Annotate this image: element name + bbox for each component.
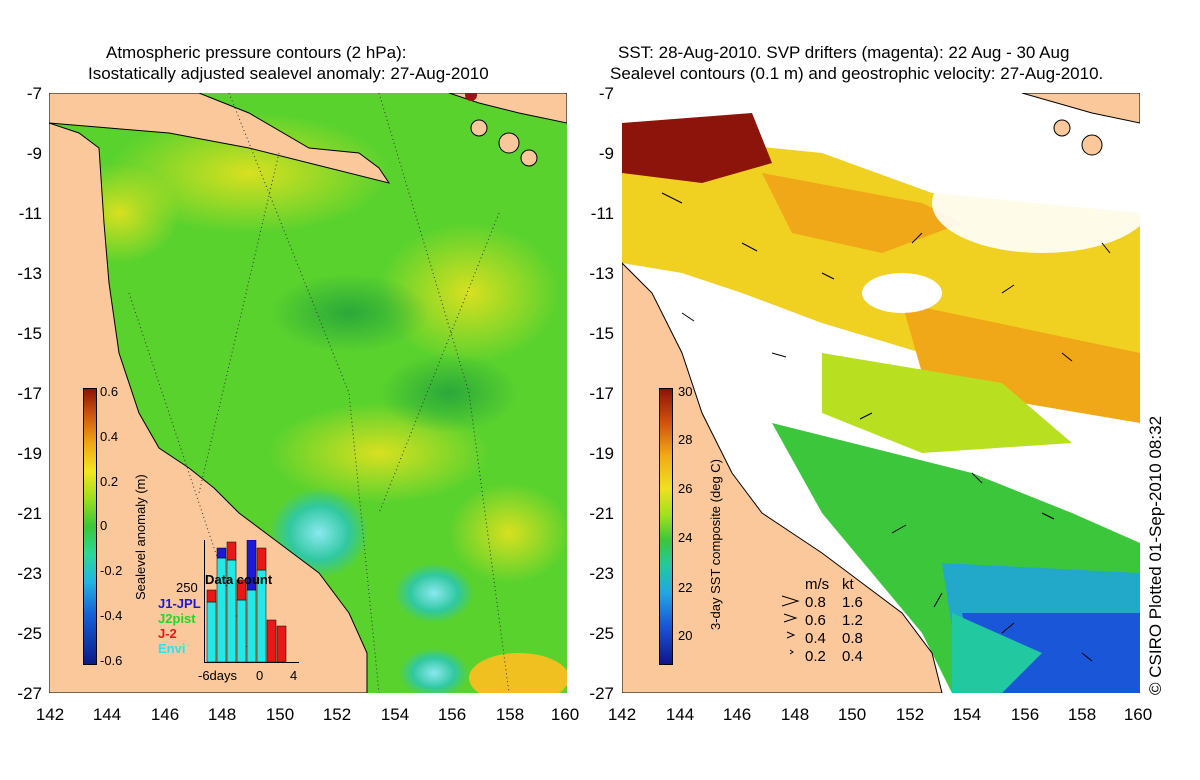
- left-y-tick: -7: [26, 84, 42, 103]
- right-y-tick: -17: [589, 384, 614, 403]
- left-y-tick: -11: [18, 204, 42, 223]
- right-x-tick: 144: [665, 705, 695, 724]
- left-title-line1: Atmospheric pressure contours (2 hPa):: [106, 43, 407, 62]
- sealevel-cbar-label: Sealevel anomaly (m): [133, 474, 148, 600]
- left-x-tick: 148: [207, 705, 237, 724]
- sealevel-cbar-tick: -0.2: [100, 563, 123, 578]
- left-y-tick: -15: [17, 324, 42, 343]
- left-x-tick: 152: [322, 705, 352, 724]
- right-x-tick: 154: [952, 705, 982, 724]
- sealevel-cbar-tick: -0.4: [100, 608, 123, 623]
- inset-title: Data count: [205, 572, 273, 587]
- copyright-label: © CSIRO Plotted 01-Sep-2010 08:32: [1146, 415, 1165, 695]
- sst-map: [622, 93, 1140, 693]
- right-y-tick: -23: [589, 564, 614, 583]
- left-x-tick: 142: [35, 705, 65, 724]
- left-y-tick: -27: [17, 684, 42, 703]
- left-x-tick: 160: [550, 705, 580, 724]
- right-y-tick: -15: [589, 324, 614, 343]
- sst-cbar-tick: 30: [678, 384, 693, 399]
- left-y-tick: -25: [17, 624, 42, 643]
- right-x-tick: 146: [722, 705, 752, 724]
- velocity-kt: 1.2: [842, 612, 863, 629]
- inset-x-label: 0: [256, 668, 264, 683]
- right-y-tick: -19: [589, 444, 614, 463]
- velocity-arrows-legend: [781, 595, 800, 655]
- right-y-tick: -27: [589, 684, 614, 703]
- velocity-header-kt: kt: [842, 576, 854, 593]
- right-title-line1: SST: 28-Aug-2010. SVP drifters (magenta)…: [618, 43, 1070, 62]
- right-y-tick: -13: [589, 264, 614, 283]
- inset-x-label: 4: [290, 668, 298, 683]
- right-x-tick: 150: [837, 705, 867, 724]
- left-x-tick: 150: [265, 705, 295, 724]
- right-x-tick: 152: [895, 705, 925, 724]
- right-x-tick: 156: [1010, 705, 1040, 724]
- left-y-tick: -21: [17, 504, 42, 523]
- left-y-tick: -9: [26, 144, 42, 163]
- right-y-tick: -7: [598, 84, 614, 103]
- sealevel-cbar-tick: 0.4: [100, 429, 119, 444]
- velocity-kt: 0.4: [842, 648, 863, 665]
- sealevel-cbar-tick: 0.2: [100, 474, 119, 489]
- sst-cbar-tick: 20: [678, 628, 693, 643]
- left-y-tick: -13: [17, 264, 42, 283]
- velocity-ms: 0.8: [805, 594, 826, 611]
- data-count-inset: [204, 539, 299, 663]
- sst-cbar-label: 3-day SST composite (deg C): [708, 459, 723, 630]
- left-x-tick: 146: [150, 705, 180, 724]
- velocity-ms: 0.6: [805, 612, 826, 629]
- velocity-header-ms: m/s: [805, 576, 830, 593]
- velocity-kt: 1.6: [842, 594, 863, 611]
- left-x-tick: 154: [380, 705, 410, 724]
- sst-cbar-tick: 26: [678, 481, 693, 496]
- right-y-tick: -21: [589, 504, 614, 523]
- right-title-line2: Sealevel contours (0.1 m) and geostrophi…: [610, 64, 1104, 83]
- left-y-tick: -23: [17, 564, 42, 583]
- sealevel-cbar-tick: -0.6: [100, 653, 123, 668]
- right-y-tick: -25: [589, 624, 614, 643]
- legend-envi: Envi: [158, 641, 186, 656]
- right-x-tick: 158: [1067, 705, 1097, 724]
- sealevel-cbar-tick: 0: [100, 518, 108, 533]
- left-x-tick: 156: [437, 705, 467, 724]
- velocity-ms: 0.4: [805, 630, 826, 647]
- inset-count: 250: [176, 580, 198, 595]
- sealevel-colorbar: [83, 388, 97, 665]
- right-y-tick: -11: [590, 204, 614, 223]
- legend-j1: J1-JPL: [158, 596, 201, 611]
- legend-j2pist: J2pist: [158, 611, 196, 626]
- left-x-tick: 158: [495, 705, 525, 724]
- right-x-tick: 142: [607, 705, 637, 724]
- sst-cbar-tick: 28: [678, 432, 693, 447]
- sealevel-cbar-tick: 0.6: [100, 384, 119, 399]
- velocity-ms: 0.2: [805, 648, 826, 665]
- left-x-tick: 144: [92, 705, 122, 724]
- inset-x-label: -6days: [198, 668, 238, 683]
- right-y-tick: -9: [598, 144, 614, 163]
- velocity-kt: 0.8: [842, 630, 863, 647]
- right-x-tick: 148: [780, 705, 810, 724]
- left-title-line2: Isostatically adjusted sealevel anomaly:…: [88, 64, 489, 83]
- sst-colorbar: [659, 388, 673, 665]
- sealevel-anomaly-map: [49, 93, 567, 693]
- legend-j2: J-2: [158, 626, 177, 641]
- left-y-tick: -19: [17, 444, 42, 463]
- sst-cbar-tick: 22: [678, 580, 693, 595]
- sst-cbar-tick: 24: [678, 530, 693, 545]
- left-y-tick: -17: [17, 384, 42, 403]
- right-x-tick: 160: [1123, 705, 1153, 724]
